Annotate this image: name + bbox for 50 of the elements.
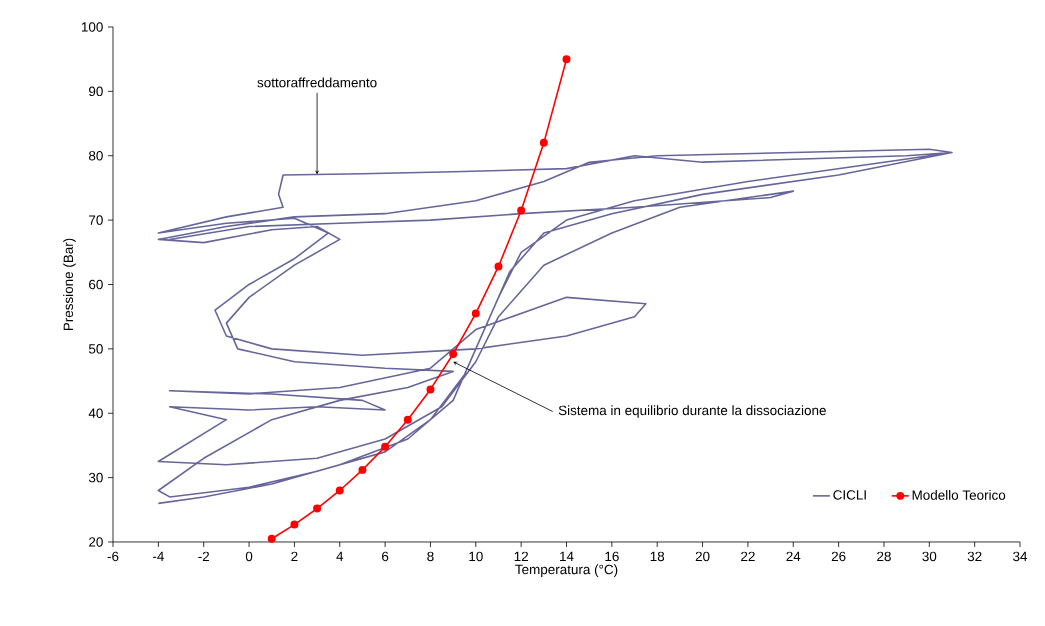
y-tick-label: 40	[88, 408, 103, 418]
x-tick-label: 4	[336, 551, 344, 561]
x-tick-label: 2	[291, 551, 298, 562]
x-tick-label: 28	[877, 551, 891, 562]
point	[494, 262, 503, 271]
x-tick-label: 6	[382, 551, 389, 562]
x-tick-label: 30	[922, 551, 937, 562]
point	[313, 504, 322, 513]
y-tick-label: 90	[89, 86, 103, 97]
x-tick-label: 32	[967, 551, 982, 562]
y-tick-label: 20	[89, 537, 103, 547]
y-tick-label: 100	[81, 22, 103, 32]
x-tick-label: 22	[741, 551, 755, 562]
x-tick-label: 14	[560, 551, 574, 561]
y-tick-label: 30	[88, 472, 103, 483]
x-tick-label: 24	[786, 551, 801, 562]
point	[403, 415, 412, 424]
x-tick-label: -2	[198, 551, 210, 562]
x-tick-label: 8	[427, 551, 434, 562]
legend-label: Modello Teorico	[912, 489, 1006, 500]
x-tick-label: 10	[469, 551, 483, 562]
x-tick-label: 16	[605, 551, 619, 562]
legend-label: CICLI	[833, 490, 866, 500]
x-axis-title: Temperatura (°C)	[515, 564, 618, 577]
point	[358, 465, 367, 474]
y-tick-label: 50	[88, 344, 103, 354]
point	[471, 309, 480, 318]
y-tick-label: 80	[88, 150, 103, 161]
point	[539, 138, 548, 147]
x-tick-label: -6	[107, 551, 119, 562]
point	[517, 206, 526, 215]
x-tick-label: 18	[650, 551, 665, 562]
y-tick-label: 70	[89, 215, 103, 225]
point	[426, 385, 435, 394]
x-tick-label: 20	[695, 551, 710, 562]
y-tick-label: 60	[89, 279, 103, 290]
annotation: Sistema in equilibrio durante la dissociazione	[558, 405, 826, 418]
point	[381, 442, 390, 451]
x-tick-label: 34	[1013, 551, 1028, 562]
annotation: sottoraffreddamento	[257, 77, 377, 88]
point	[335, 486, 344, 495]
x-tick-label: -4	[152, 551, 164, 561]
point	[449, 350, 458, 358]
y-axis-title: Pressione (Bar)	[63, 238, 76, 331]
x-tick-label: 12	[514, 551, 528, 562]
point	[290, 520, 299, 529]
point	[267, 534, 276, 543]
point	[562, 55, 571, 64]
x-tick-label: 0	[245, 551, 253, 562]
x-tick-label: 26	[831, 551, 846, 562]
